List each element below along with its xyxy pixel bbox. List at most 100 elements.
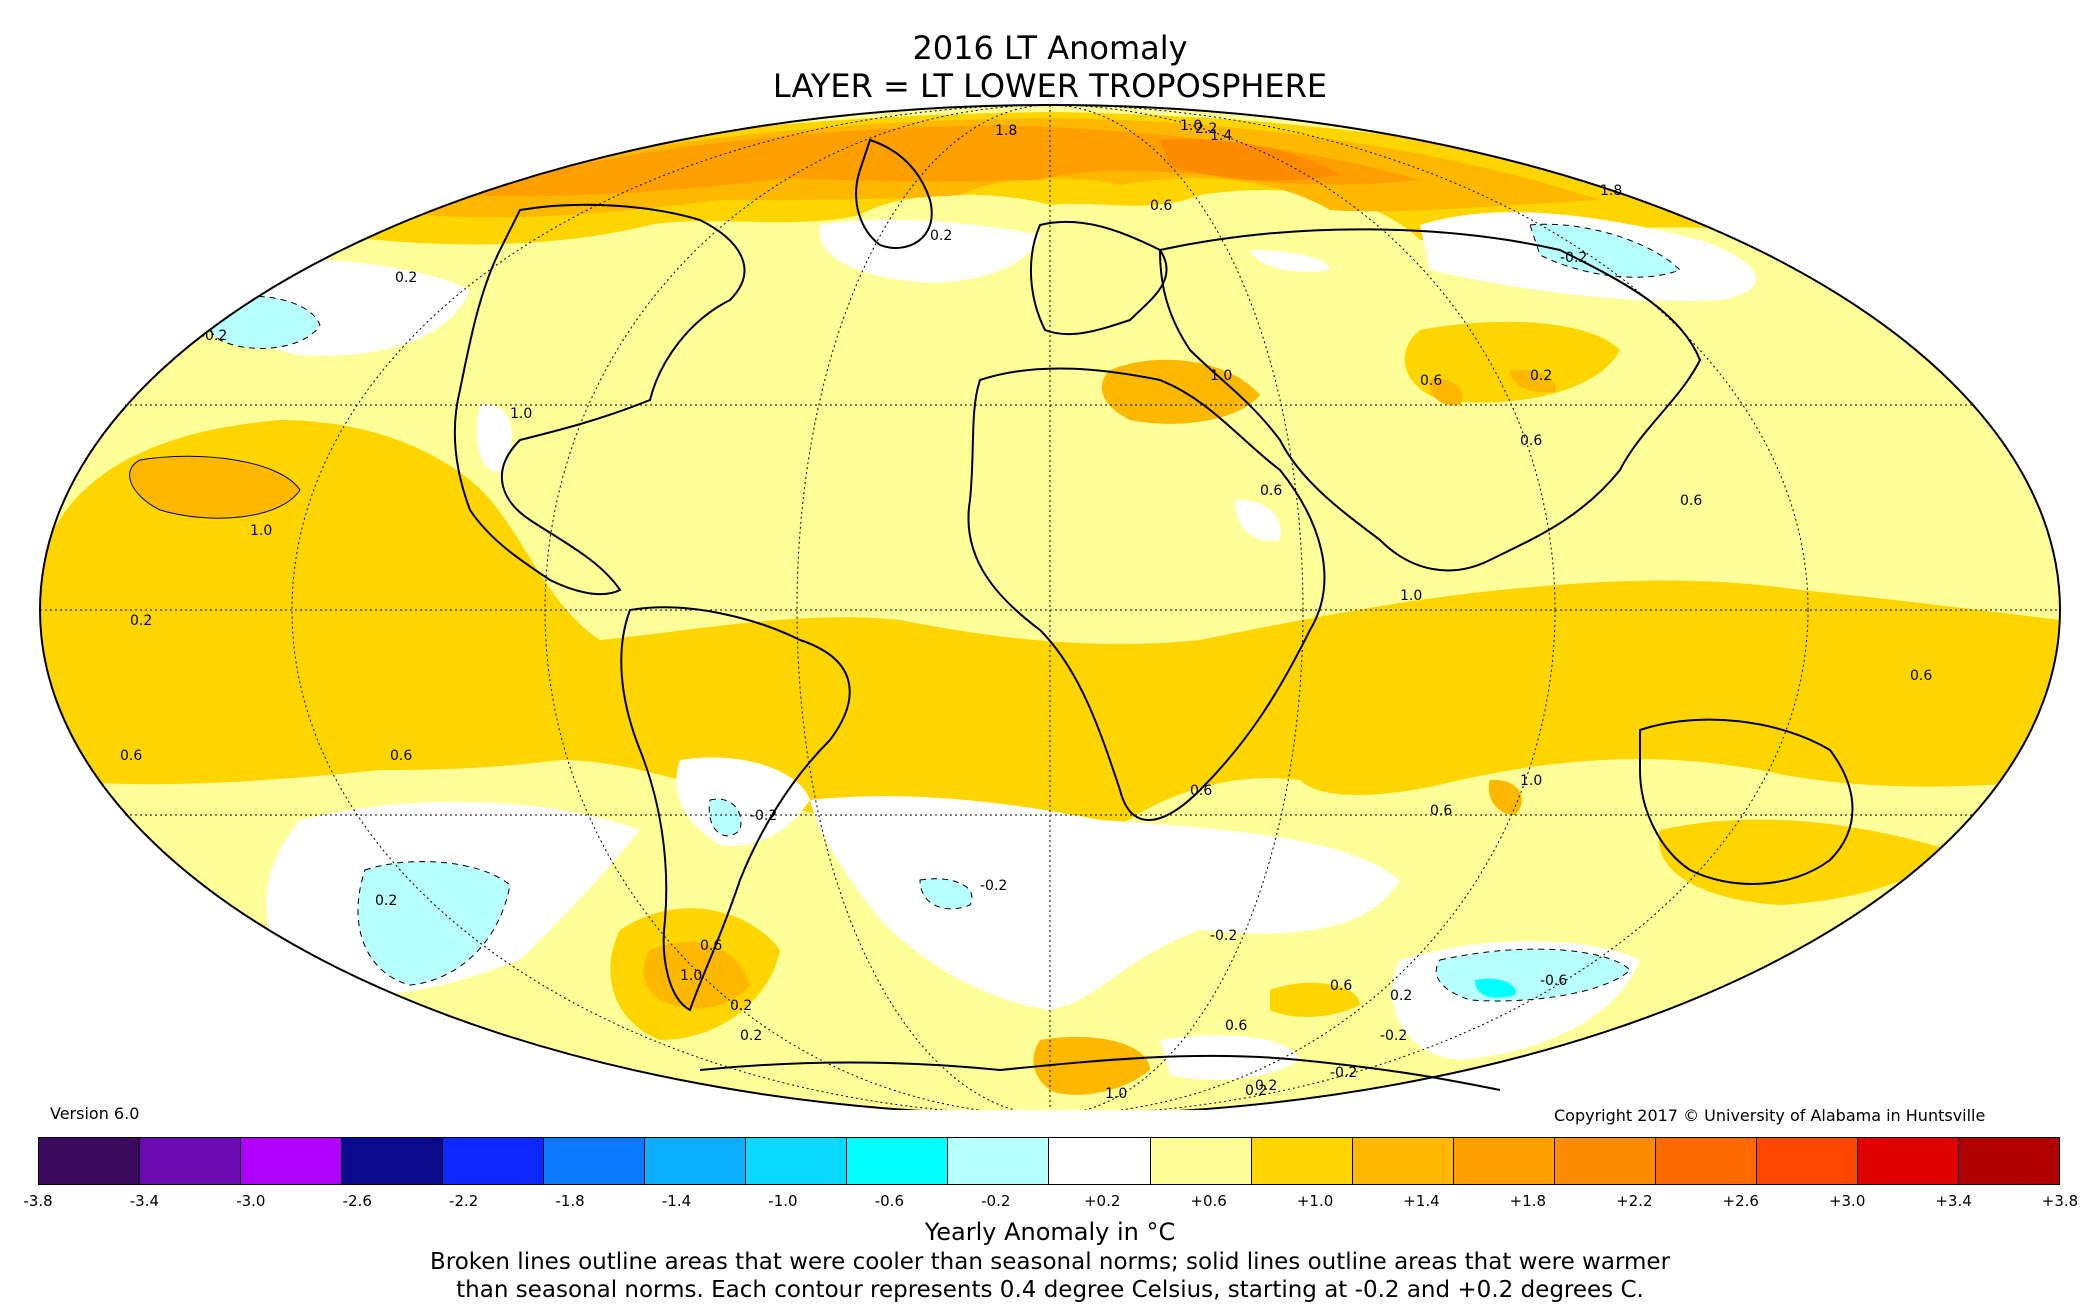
arabia-neutral	[1235, 499, 1281, 541]
contour-label: 0.6	[1680, 493, 1702, 509]
contour-label: 0.6	[1420, 373, 1442, 389]
coastlines	[453, 138, 1854, 1091]
contour-labels: 0.2 -0.2 0.6 1.0 1.4 1.8 2.2 0.2 -0.2 1.8 1.0 1.0 0.…	[120, 118, 1932, 1102]
version-label: Version 6.0	[50, 1104, 140, 1123]
contour-label: 0.6	[1225, 1018, 1247, 1034]
contour-label: 0.6	[120, 748, 142, 764]
antarctic-cold-spot	[1475, 978, 1516, 998]
central-asia-hot-spot	[1429, 379, 1463, 406]
contour-label: 0.2	[730, 998, 752, 1014]
map-subtitle: LAYER = LT LOWER TROPOSPHERE	[772, 67, 1328, 105]
contour-label: 0.2	[395, 270, 417, 286]
contour-label: 0.6	[700, 938, 722, 954]
mongolia-hot-spot	[1510, 369, 1556, 393]
contour-label: 0.6	[1260, 483, 1282, 499]
colorbar-swatch	[1150, 1138, 1252, 1184]
africa-coast	[967, 367, 1326, 821]
australia-hot-spot	[1488, 779, 1522, 815]
colorbar-swatch	[1756, 1138, 1858, 1184]
colorbar-swatch	[1453, 1138, 1555, 1184]
colorbar-swatch	[1958, 1138, 2059, 1184]
ross-neutral	[1160, 1035, 1300, 1080]
contour-label: 1.0	[1520, 773, 1542, 789]
ural-neutral	[1250, 250, 1330, 272]
south-america-neutral	[676, 757, 810, 846]
colorbar-swatch	[140, 1138, 242, 1184]
southern-ocean-warm	[1270, 982, 1360, 1017]
contour-label: 0.2	[930, 228, 952, 244]
colorbar-tick-label: -3.4	[129, 1192, 160, 1210]
map-boundary	[39, 104, 2061, 1110]
colorbar-swatch	[443, 1138, 545, 1184]
contour-label: 1.8	[995, 123, 1017, 139]
colorbar-tick-label: -2.6	[342, 1192, 372, 1210]
colorbar-tick-label: +0.2	[1083, 1192, 1121, 1210]
east-pacific-hot-spot	[129, 455, 301, 519]
contour-label: 0.2	[1245, 1083, 1267, 1099]
colorbar-swatch	[948, 1138, 1050, 1184]
colorbar-swatch	[847, 1138, 949, 1184]
contour-label: 0.6	[1150, 198, 1172, 214]
mexico-neutral	[476, 404, 512, 472]
colorbar-tick-label: -0.6	[874, 1192, 904, 1210]
colorbar-swatch	[1857, 1138, 1959, 1184]
contour-label: 1.0	[1180, 118, 1202, 134]
central-asia-warm	[1404, 321, 1620, 403]
colorbar-tick-label: -2.2	[449, 1192, 479, 1210]
colorbar-swatch	[1655, 1138, 1757, 1184]
south-pacific-cool-patch	[357, 861, 511, 986]
contour-label: -0.2	[1330, 1065, 1357, 1081]
antarctica-coast	[699, 1054, 1501, 1091]
colorbar-swatch	[1049, 1138, 1151, 1184]
contour-label: -0.6	[1540, 973, 1567, 989]
north-america-coast	[453, 203, 746, 596]
south-atlantic-cool-patch	[919, 878, 973, 910]
contour-label: 1.0	[250, 523, 272, 539]
colorbar	[38, 1137, 2060, 1185]
meridian-120	[544, 104, 1556, 1110]
contour-label: 0.2	[740, 1028, 762, 1044]
anomaly-fields	[40, 105, 2060, 1110]
contour-label: 0.2	[130, 613, 152, 629]
south-atlantic-neutral	[810, 796, 1400, 1010]
footnote-line-2: than seasonal norms. Each contour repres…	[456, 1277, 1644, 1303]
contour-label: -0.2	[1560, 250, 1587, 266]
contour-label: -0.2	[980, 878, 1007, 894]
contour-label: -0.2	[1210, 928, 1237, 944]
south-america-coast	[620, 606, 851, 1012]
colorbar-swatch	[342, 1138, 444, 1184]
colorbar-swatch	[544, 1138, 646, 1184]
colorbar-tick-label: -0.2	[981, 1192, 1011, 1210]
colorbar-swatch	[1352, 1138, 1454, 1184]
contour-label: 1.0	[1400, 588, 1422, 604]
contour-label: 1.8	[1600, 183, 1622, 199]
colorbar-swatch	[746, 1138, 848, 1184]
contour-label: 0.2	[1390, 988, 1412, 1004]
colorbar-tick-label: -3.0	[236, 1192, 266, 1210]
colorbar-tick-label: +3.4	[1935, 1192, 1972, 1210]
colorbar-swatch	[39, 1138, 141, 1184]
contour-label: 0.2	[1255, 1078, 1277, 1094]
contour-label: 1.0	[1105, 1086, 1127, 1102]
colorbar-swatch	[645, 1138, 747, 1184]
argentina-cool-patch	[708, 798, 742, 837]
colorbar-tick-label: -1.8	[555, 1192, 585, 1210]
contour-label: 0.6	[390, 748, 412, 764]
north-pacific-cool-patch	[1529, 223, 1681, 278]
colorbar-tick-label: +3.8	[2041, 1192, 2079, 1210]
colorbar-tick-label: +0.6	[1190, 1192, 1227, 1210]
australia-coast	[1639, 718, 1854, 885]
contour-label: 0.6	[1190, 783, 1212, 799]
contour-label: 1.4	[1210, 128, 1232, 144]
contour-label: 2.2	[1195, 121, 1217, 137]
contour-label: -0.2	[200, 328, 227, 344]
contour-label: 1.0	[510, 406, 532, 422]
patagonia-hot-spot	[643, 942, 750, 1009]
contour-label: 0.6	[1330, 978, 1352, 994]
colorbar-tick-label: +1.4	[1403, 1192, 1440, 1210]
colorbar-tick-label: +3.0	[1828, 1192, 1866, 1210]
contour-label: 0.2	[1530, 368, 1552, 384]
colorbar-tick-label: -3.8	[23, 1192, 53, 1210]
colorbar-tick-label: +1.8	[1509, 1192, 1547, 1210]
colorbar-tick-label: -1.0	[768, 1192, 798, 1210]
